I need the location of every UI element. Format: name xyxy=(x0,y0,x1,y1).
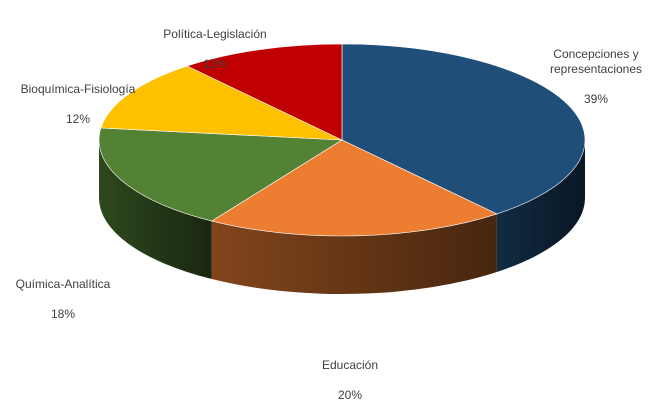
pie-slice-educacion xyxy=(211,139,498,237)
slice-label-educacion: Educación 20% xyxy=(300,343,400,418)
slice-percent: 12% xyxy=(65,112,91,126)
pie-slice-quimica-analitica xyxy=(98,127,343,222)
slice-label-bioquimica: Bioquímica-Fisiología 12% xyxy=(8,67,148,142)
pie-sides xyxy=(99,140,585,294)
slice-name: Política-Legislación xyxy=(163,27,267,41)
slice-label-concepciones: Concepciones y representaciones 39% xyxy=(540,32,652,122)
pie-tops xyxy=(98,43,586,237)
pie-side-concepciones-y-representaciones xyxy=(496,140,585,272)
pie-slice-bioquimica-fisiologia xyxy=(100,65,343,141)
slice-label-politica: Política-Legislación 11% xyxy=(150,12,280,87)
slice-name: Concepciones y representaciones xyxy=(549,47,643,76)
slice-label-quimica: Química-Analítica 18% xyxy=(4,262,122,337)
slice-name: Bioquímica-Fisiología xyxy=(20,82,136,96)
pie-slice-politica-legislacion xyxy=(186,43,343,141)
pie-side-quimica-analitica xyxy=(99,140,212,280)
pie-chart-svg xyxy=(98,43,586,294)
pie-slice-concepciones-y-representaciones xyxy=(341,43,586,215)
slice-name: Química-Analítica xyxy=(15,277,111,291)
slice-name: Educación xyxy=(321,358,379,372)
slice-percent: 20% xyxy=(337,388,363,402)
slice-percent: 39% xyxy=(583,92,609,106)
slice-percent: 11% xyxy=(203,57,227,71)
pie-side-educacion xyxy=(211,213,497,294)
slice-percent: 18% xyxy=(50,307,76,321)
